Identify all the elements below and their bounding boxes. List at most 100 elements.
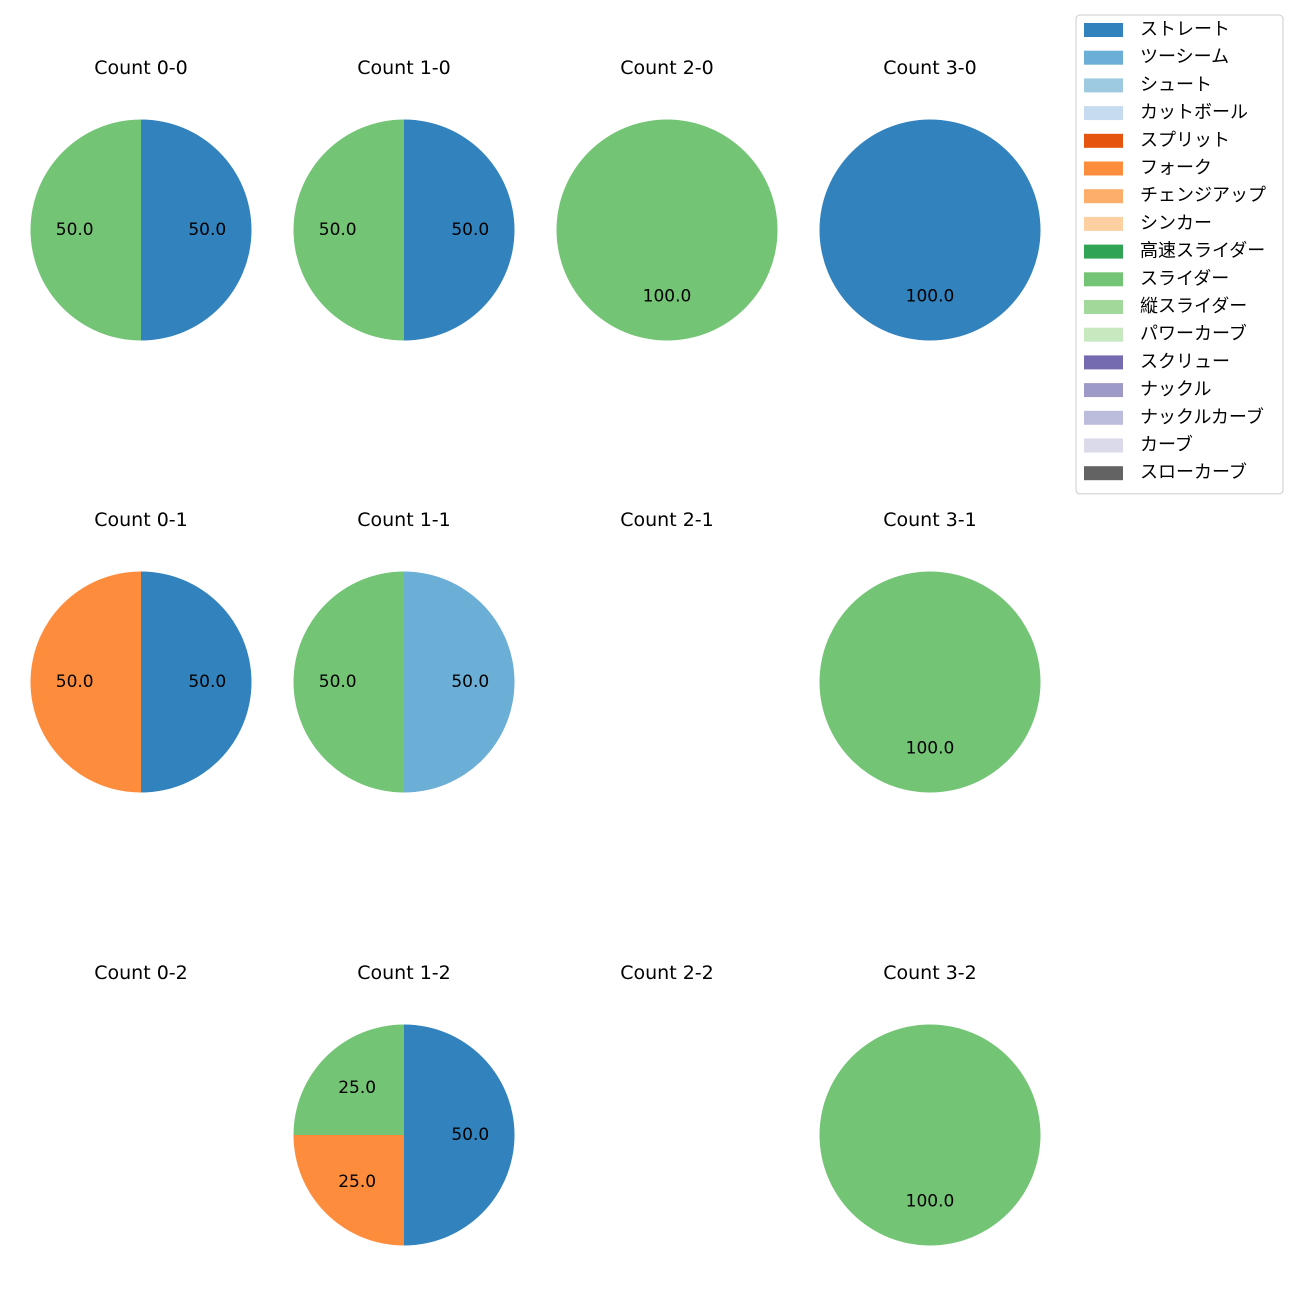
legend-label: ストレート (1140, 19, 1230, 40)
legend-item: ナックルカーブ (1084, 406, 1264, 428)
pie-slice (293, 571, 404, 793)
panel-title: Count 0-0 (94, 57, 188, 79)
pie-slice (819, 119, 1041, 341)
legend-frame (1075, 14, 1284, 495)
slice-label: 100.0 (906, 738, 955, 758)
legend-label: 縦スライダー (1140, 296, 1247, 317)
legend-item: チェンジアップ (1084, 185, 1266, 206)
legend-swatch (1084, 50, 1123, 65)
legend-item: シュート (1084, 74, 1212, 95)
legend-label: 高速スライダー (1140, 241, 1265, 262)
pie-slice (141, 119, 252, 341)
pie-panel: Count 1-1 50.0 50.0 (293, 509, 515, 793)
legend-item: パワーカーブ (1084, 323, 1247, 345)
legend-label: ナックルカーブ (1140, 406, 1264, 428)
legend-swatch (1084, 383, 1123, 398)
pie-slice (30, 571, 142, 793)
legend-item: フォーク (1084, 158, 1212, 179)
panel-title: Count 2-2 (620, 962, 714, 984)
legend-swatch (1084, 466, 1123, 481)
pie-slice (141, 571, 252, 793)
legend-label: シンカー (1140, 213, 1212, 234)
legend-swatch (1084, 23, 1123, 37)
slice-label: 100.0 (643, 286, 692, 306)
legend-label: カットボール (1140, 102, 1248, 123)
pie-slice (556, 119, 778, 341)
legend-swatch (1084, 216, 1123, 231)
slice-label: 50.0 (319, 220, 357, 240)
slice-label: 50.0 (319, 672, 357, 692)
pie-slice (404, 1024, 515, 1246)
slice-label: 50.0 (56, 220, 94, 240)
panel-title: Count 1-2 (357, 962, 451, 984)
legend-item: スライダー (1084, 268, 1229, 289)
pie-panel: Count 0-0 50.0 50.0 (30, 57, 252, 341)
legend-label: スライダー (1140, 268, 1229, 289)
slice-label: 25.0 (338, 1172, 376, 1192)
legend-swatch (1084, 327, 1123, 342)
slice-label: 50.0 (451, 672, 489, 692)
slice-label: 50.0 (188, 672, 226, 692)
legend-label: スクリュー (1140, 351, 1230, 372)
pie-slice (293, 119, 404, 341)
slice-label: 50.0 (451, 1125, 489, 1145)
pie-slice (293, 1024, 404, 1135)
legend-label: チェンジアップ (1140, 185, 1266, 206)
legend-item: スプリット (1084, 130, 1230, 151)
legend-swatch (1084, 272, 1123, 287)
panel-title: Count 3-0 (883, 57, 977, 79)
legend-swatch (1084, 161, 1123, 176)
pie-panel: Count 0-2 (94, 962, 188, 984)
legend-swatch (1084, 410, 1123, 425)
legend-swatch (1084, 438, 1123, 453)
pie-slice (819, 571, 1041, 793)
legend-item: スクリュー (1084, 351, 1230, 372)
pie-panel: Count 3-1 100.0 (819, 509, 1041, 793)
pie-slice (30, 119, 142, 341)
panel-title: Count 2-0 (620, 57, 714, 79)
pie-panel: Count 1-0 50.0 50.0 (293, 57, 515, 341)
pie-panel: Count 2-2 (620, 962, 714, 984)
slice-label: 25.0 (338, 1078, 376, 1098)
legend-item: カーブ (1084, 434, 1193, 456)
slice-label: 50.0 (451, 220, 489, 240)
pie-slice (819, 1024, 1041, 1246)
panel-title: Count 2-1 (620, 509, 714, 531)
slice-label: 100.0 (906, 286, 955, 306)
pie-panel: Count 3-2 100.0 (819, 962, 1041, 1246)
panel-title: Count 0-2 (94, 962, 188, 984)
legend-label: スプリット (1140, 130, 1230, 151)
legend-swatch (1084, 244, 1123, 259)
legend: ストレートツーシームシュートカットボールスプリットフォークチェンジアップシンカー… (1075, 14, 1284, 495)
legend-swatch (1084, 106, 1123, 121)
legend-item: カットボール (1084, 102, 1248, 123)
pie-slice (404, 119, 515, 341)
legend-label: カーブ (1140, 434, 1193, 456)
legend-swatch (1084, 189, 1123, 204)
legend-swatch (1084, 78, 1123, 93)
panel-title: Count 0-1 (94, 509, 188, 531)
pie-slice (404, 571, 515, 793)
legend-swatch (1084, 133, 1123, 148)
legend-item: スローカーブ (1084, 461, 1247, 483)
legend-label: スローカーブ (1140, 461, 1247, 483)
pie-panel: Count 1-2 50.0 25.0 25.0 (293, 962, 515, 1246)
panel-title: Count 1-0 (357, 57, 451, 79)
legend-item: ナックル (1084, 379, 1211, 400)
legend-label: ツーシーム (1140, 47, 1229, 68)
legend-label: フォーク (1140, 158, 1212, 179)
legend-label: ナックル (1140, 379, 1211, 400)
legend-item: 高速スライダー (1084, 241, 1265, 262)
legend-item: 縦スライダー (1084, 296, 1247, 317)
panel-title: Count 3-1 (883, 509, 977, 531)
pie-panel: Count 3-0 100.0 (819, 57, 1041, 341)
slice-label: 50.0 (188, 220, 226, 240)
pie-slice (293, 1135, 404, 1246)
legend-item: シンカー (1084, 213, 1212, 234)
slice-label: 50.0 (56, 672, 94, 692)
pie-panel: Count 2-1 (620, 509, 714, 531)
legend-swatch (1084, 300, 1123, 314)
panel-title: Count 1-1 (357, 509, 451, 531)
slice-label: 100.0 (906, 1191, 955, 1211)
